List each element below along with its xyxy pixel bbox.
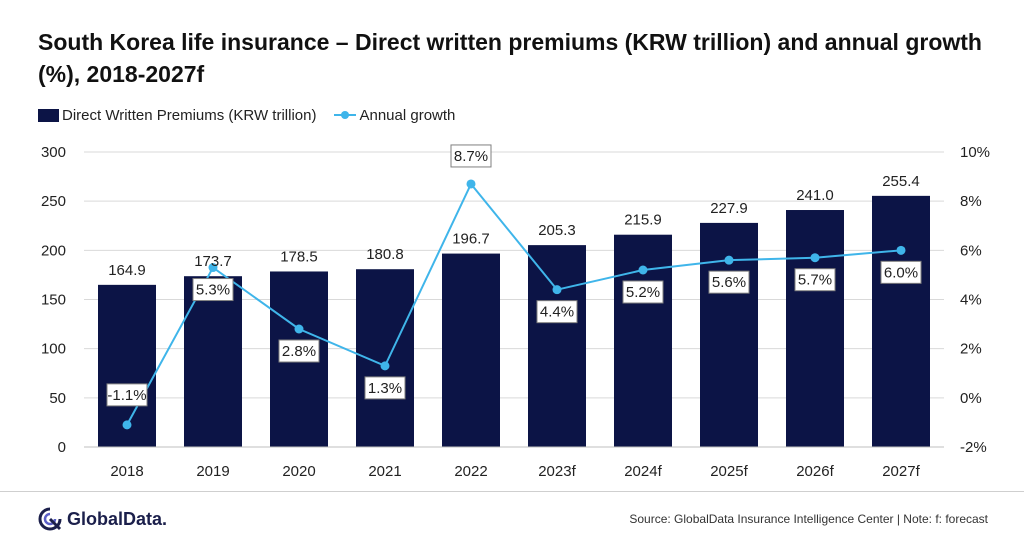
growth-line [126, 182, 902, 426]
growth-value-label: 5.2% [626, 284, 660, 301]
chart-legend: Direct Written Premiums (KRW trillion) A… [38, 104, 455, 126]
logo-text: GlobalData. [67, 508, 168, 529]
y-right-tick-label: 2% [960, 341, 982, 358]
bar [786, 210, 844, 447]
y-left-tick-label: 50 [49, 390, 66, 407]
growth-value-label: 6.0% [884, 264, 918, 281]
footer-divider [0, 491, 1024, 492]
x-tick-label: 2026f [796, 463, 834, 480]
growth-point [552, 285, 562, 295]
bar-value-label: 196.7 [452, 231, 490, 248]
y-right-tick-label: 8% [960, 193, 982, 210]
x-tick-label: 2022 [454, 463, 487, 480]
x-tick-label: 2025f [710, 463, 748, 480]
y-right-tick-label: -2% [960, 439, 987, 456]
growth-value-label: 4.4% [540, 304, 574, 321]
growth-label-box [536, 300, 578, 324]
legend-line-label: Annual growth [359, 106, 456, 124]
y-left-tick-label: 250 [41, 193, 66, 210]
x-tick-label: 2019 [196, 463, 229, 480]
growth-point [638, 265, 648, 275]
legend-bars-label: Direct Written Premiums (KRW trillion) [62, 106, 317, 124]
x-tick-label: 2027f [882, 463, 920, 480]
y-right-tick-label: 4% [960, 292, 982, 309]
growth-value-label: -1.1% [107, 387, 146, 404]
bar-value-label: 215.9 [624, 212, 662, 229]
bar-value-label: 173.7 [194, 253, 232, 270]
growth-label-box [364, 376, 406, 400]
x-tick-label: 2021 [368, 463, 401, 480]
bar-value-label: 227.9 [710, 200, 748, 217]
bar-value-label: 164.9 [108, 262, 146, 279]
x-tick-label: 2018 [110, 463, 143, 480]
growth-value-label: 8.7% [454, 148, 488, 165]
y-left-tick-label: 0 [58, 439, 66, 456]
growth-point [294, 324, 304, 334]
growth-value-label: 5.7% [798, 272, 832, 289]
bar [98, 284, 156, 447]
growth-value-label: 5.6% [712, 274, 746, 291]
bar [528, 245, 586, 447]
growth-point [724, 255, 734, 265]
globaldata-logo-icon [38, 507, 62, 531]
bar [442, 253, 500, 447]
legend-line-swatch [334, 109, 357, 121]
y-right-tick-label: 10% [960, 144, 990, 161]
growth-point [122, 420, 132, 430]
growth-value-label: 2.8% [282, 343, 316, 360]
combo-chart: 0 50 100 150 200 250 300 -2% 0% 2% 4% 6% 8% 10% 2018 20… [41, 144, 990, 480]
legend-bar-swatch [38, 108, 59, 122]
growth-value-label: 5.3% [196, 282, 230, 299]
growth-label-box [708, 270, 750, 294]
bar-value-label: 241.0 [796, 187, 834, 204]
x-tick-label: 2020 [282, 463, 315, 480]
y-left-tick-label: 300 [41, 144, 66, 161]
growth-label-box [106, 383, 148, 407]
growth-label-box [794, 268, 836, 292]
growth-label-box [450, 144, 492, 168]
growth-point [380, 361, 390, 371]
bar-value-label: 178.5 [280, 248, 318, 265]
y-left-tick-label: 100 [41, 341, 66, 358]
y-left-tick-label: 200 [41, 242, 66, 259]
y-right-tick-label: 0% [960, 390, 982, 407]
growth-label-box [192, 278, 234, 302]
source-note: Source: GlobalData Insurance Intelligenc… [629, 512, 988, 526]
growth-point [466, 179, 476, 189]
growth-value-label: 1.3% [368, 380, 402, 397]
growth-point [810, 253, 820, 263]
bar-value-label: 205.3 [538, 222, 576, 239]
growth-point [896, 245, 906, 255]
x-tick-label: 2024f [624, 463, 662, 480]
y-right-tick-label: 6% [960, 242, 982, 259]
growth-point [208, 263, 218, 273]
growth-label-box [622, 280, 664, 304]
chart-title: South Korea life insurance – Direct writ… [38, 29, 982, 87]
bar-value-label: 255.4 [882, 173, 920, 190]
growth-label-box [880, 260, 922, 284]
bar [184, 276, 242, 447]
globaldata-logo: GlobalData. [38, 506, 167, 532]
x-tick-label: 2023f [538, 463, 576, 480]
y-left-tick-label: 150 [41, 292, 66, 309]
bar [872, 195, 930, 447]
growth-label-box [278, 339, 320, 363]
bar-value-label: 180.8 [366, 246, 404, 263]
